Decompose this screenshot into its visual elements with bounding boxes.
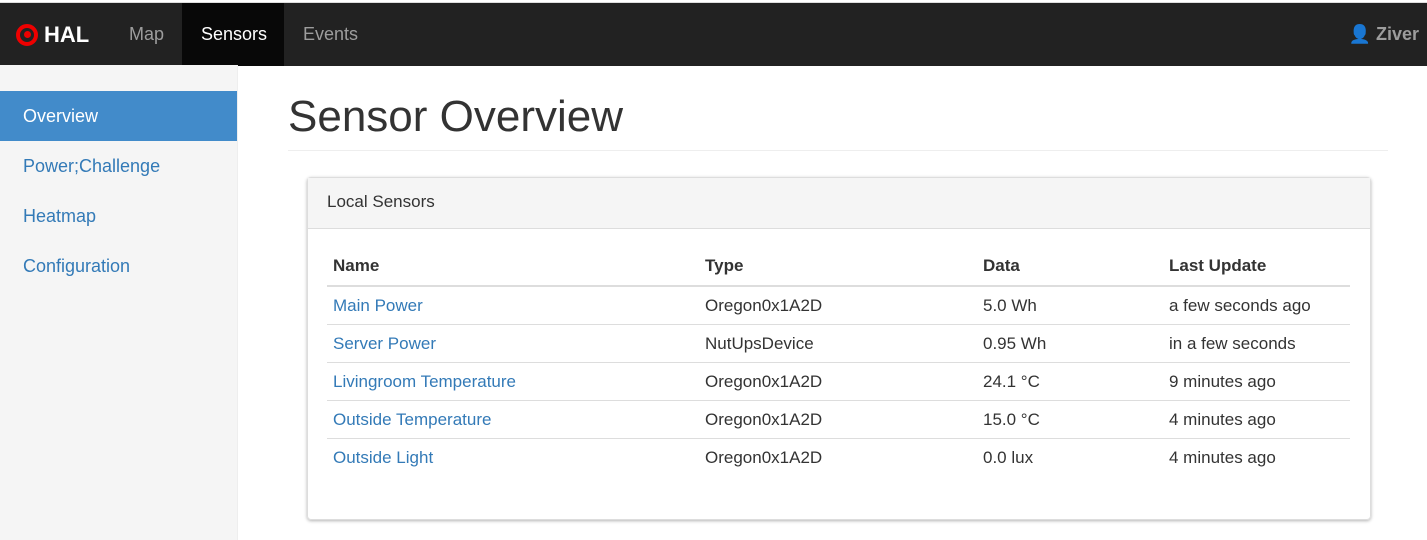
target-logo-icon [16, 23, 38, 46]
type-cell: Oregon0x1A2D [699, 286, 977, 325]
user-name: Ziver [1375, 24, 1419, 44]
sidebar-item-heatmap[interactable]: Heatmap [23, 206, 97, 226]
nav-map[interactable]: Map [129, 24, 165, 44]
sidebar: Overview Power;Challenge Heatmap Configu… [0, 65, 238, 540]
data-cell: 24.1 °C [977, 362, 1163, 401]
type-cell: Oregon0x1A2D [699, 400, 977, 439]
name-cell: Livingroom Temperature [327, 362, 699, 401]
sensor-link[interactable]: Outside Light [333, 447, 434, 467]
sensor-table: Name Type Data Last Update Main Power Oregon… [327, 247, 1350, 476]
brand-label: HAL [44, 21, 90, 47]
user-icon: 👤 [1348, 24, 1371, 44]
col-last-update: Last Update [1163, 247, 1350, 287]
sidebar-item-overview[interactable]: Overview [0, 91, 237, 141]
update-cell: in a few seconds [1163, 324, 1350, 363]
table-row: Outside Light Oregon0x1A2D 0.0 lux 4 minute… [327, 439, 1350, 477]
update-cell: a few seconds ago [1163, 286, 1350, 325]
type-cell: Oregon0x1A2D [705, 447, 823, 467]
table-row: Outside Temperature Oregon0x1A2D 15.0 °C 4 … [327, 400, 1350, 439]
user-menu[interactable]: 👤 Ziver [1349, 3, 1419, 66]
type-cell: NutUpsDevice [699, 324, 977, 363]
data-cell: 0.95 Wh [977, 324, 1163, 363]
table-row: Livingroom Temperature Oregon0x1A2D 24.1 °… [327, 362, 1350, 401]
sensor-link[interactable]: Main Power [333, 295, 423, 315]
col-name: Name [327, 247, 699, 287]
panel-title: Local Sensors [308, 178, 1370, 229]
table-row: Main Power Oregon0x1A2D 5.0 Wh a few second… [327, 286, 1350, 325]
update-cell: 4 minutes ago [1169, 447, 1276, 467]
data-cell: 15.0 °C [977, 400, 1163, 439]
sensor-link[interactable]: Livingroom Temperature [333, 371, 516, 391]
data-cell: 5.0 Wh [977, 286, 1163, 325]
name-cell: Main Power [327, 286, 699, 325]
nav-sensors[interactable]: Sensors [182, 3, 284, 66]
name-cell: Outside Light [327, 439, 699, 477]
name-cell: Outside Temperature [327, 400, 699, 439]
local-sensors-panel: Local Sensors Name Type Data Last Update Ma… [307, 177, 1371, 520]
brand[interactable]: HAL [16, 3, 89, 66]
divider [288, 150, 1388, 151]
page-title: Sensor Overview [288, 92, 624, 141]
col-type: Type [699, 247, 977, 287]
navbar: HAL Map Sensors Events 👤 Ziver [0, 2, 1427, 66]
data-cell: 0.0 lux [983, 447, 1034, 467]
col-data: Data [977, 247, 1163, 287]
table-row: Server Power NutUpsDevice 0.95 Wh in a few … [327, 324, 1350, 363]
update-cell: 4 minutes ago [1163, 400, 1350, 439]
update-cell: 9 minutes ago [1163, 362, 1350, 401]
sidebar-item-configuration[interactable]: Configuration [23, 256, 131, 276]
sidebar-item-power-challenge[interactable]: Power;Challenge [23, 156, 161, 176]
nav-events[interactable]: Events [303, 24, 359, 44]
name-cell: Server Power [327, 324, 699, 363]
sensor-link[interactable]: Server Power [333, 333, 436, 353]
sensor-link[interactable]: Outside Temperature [333, 409, 492, 429]
type-cell: Oregon0x1A2D [699, 362, 977, 401]
